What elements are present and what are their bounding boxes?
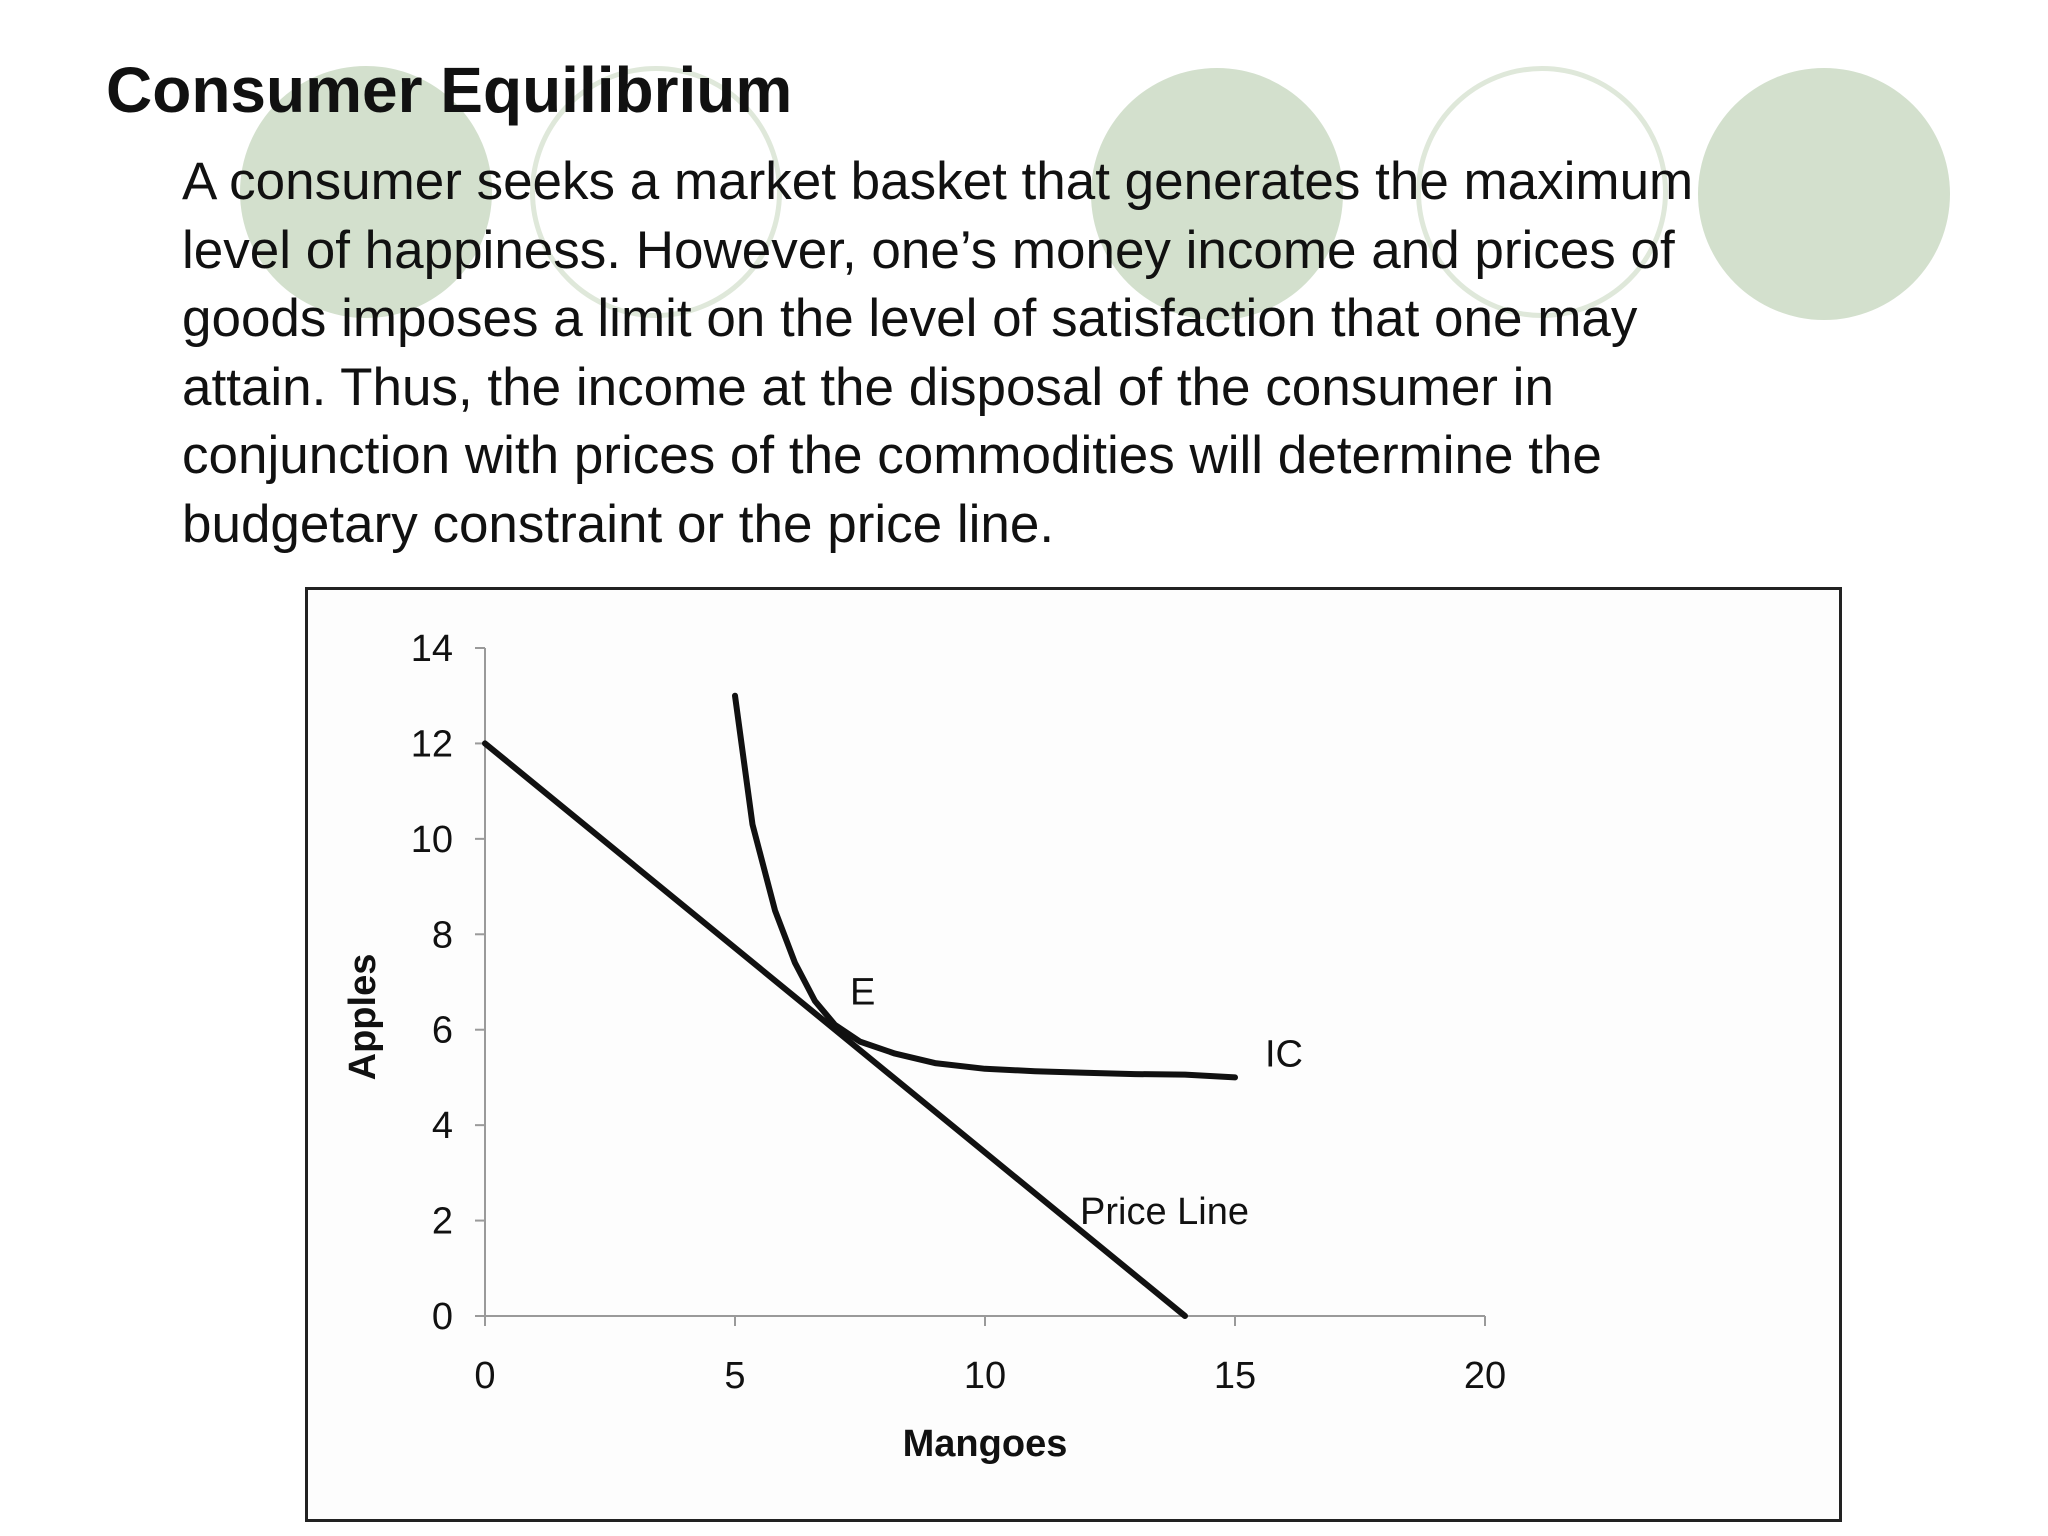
ic-label: IC <box>1265 1034 1303 1076</box>
y-tick-label: 0 <box>432 1296 453 1338</box>
tick-labels: 0 2 4 6 8 10 12 14 0 5 10 15 20 <box>411 628 1506 1397</box>
y-tick-label: 6 <box>432 1010 453 1052</box>
decorative-circle-3 <box>1698 68 1950 320</box>
decorative-ring-2 <box>1416 66 1668 318</box>
y-tick-label: 4 <box>432 1105 453 1147</box>
annotations: E IC Price Line <box>850 972 1303 1233</box>
x-axis-title: Mangoes <box>903 1423 1068 1465</box>
body-line: level of happiness. However, one’s money… <box>182 220 1675 280</box>
y-tick-label: 12 <box>411 723 453 765</box>
chart-frame: 0 2 4 6 8 10 12 14 0 5 10 15 20 E IC Price Line Mangoe… <box>305 587 1842 1522</box>
price-line <box>482 740 1188 1319</box>
body-line: A consumer seeks a market basket that ge… <box>182 152 1694 211</box>
body-paragraph: A consumer seeks a market basket that ge… <box>182 148 1862 559</box>
equilibrium-label: E <box>850 972 875 1014</box>
x-tick-label: 20 <box>1464 1355 1506 1397</box>
slide-title: Consumer Equilibrium <box>106 54 793 126</box>
y-tick-label: 2 <box>432 1201 453 1243</box>
body-line: attain. Thus, the income at the disposal… <box>182 357 1554 417</box>
x-tick-label: 5 <box>724 1355 745 1397</box>
decorative-circle-2 <box>1091 68 1343 320</box>
indifference-chart: 0 2 4 6 8 10 12 14 0 5 10 15 20 E IC Price Line Mangoe… <box>342 628 1506 1465</box>
series-lines <box>482 692 1238 1319</box>
indifference-curve <box>732 692 1238 1081</box>
y-tick-label: 14 <box>411 628 453 670</box>
body-line: conjunction with prices of the commoditi… <box>182 426 1602 485</box>
x-tick-label: 0 <box>474 1355 495 1397</box>
decorative-circle-1 <box>240 66 492 318</box>
y-tick-label: 10 <box>411 819 453 861</box>
body-line: budgetary constraint or the price line. <box>182 494 1055 554</box>
y-tick-label: 8 <box>432 914 453 956</box>
body-line: goods imposes a limit on the level of sa… <box>182 289 1638 348</box>
axes <box>475 647 1486 1326</box>
price-line-label: Price Line <box>1080 1191 1249 1233</box>
decorative-ring-1 <box>530 66 782 318</box>
x-tick-label: 15 <box>1214 1355 1256 1397</box>
y-axis-title: Apples <box>342 954 384 1081</box>
x-tick-label: 10 <box>964 1355 1006 1397</box>
